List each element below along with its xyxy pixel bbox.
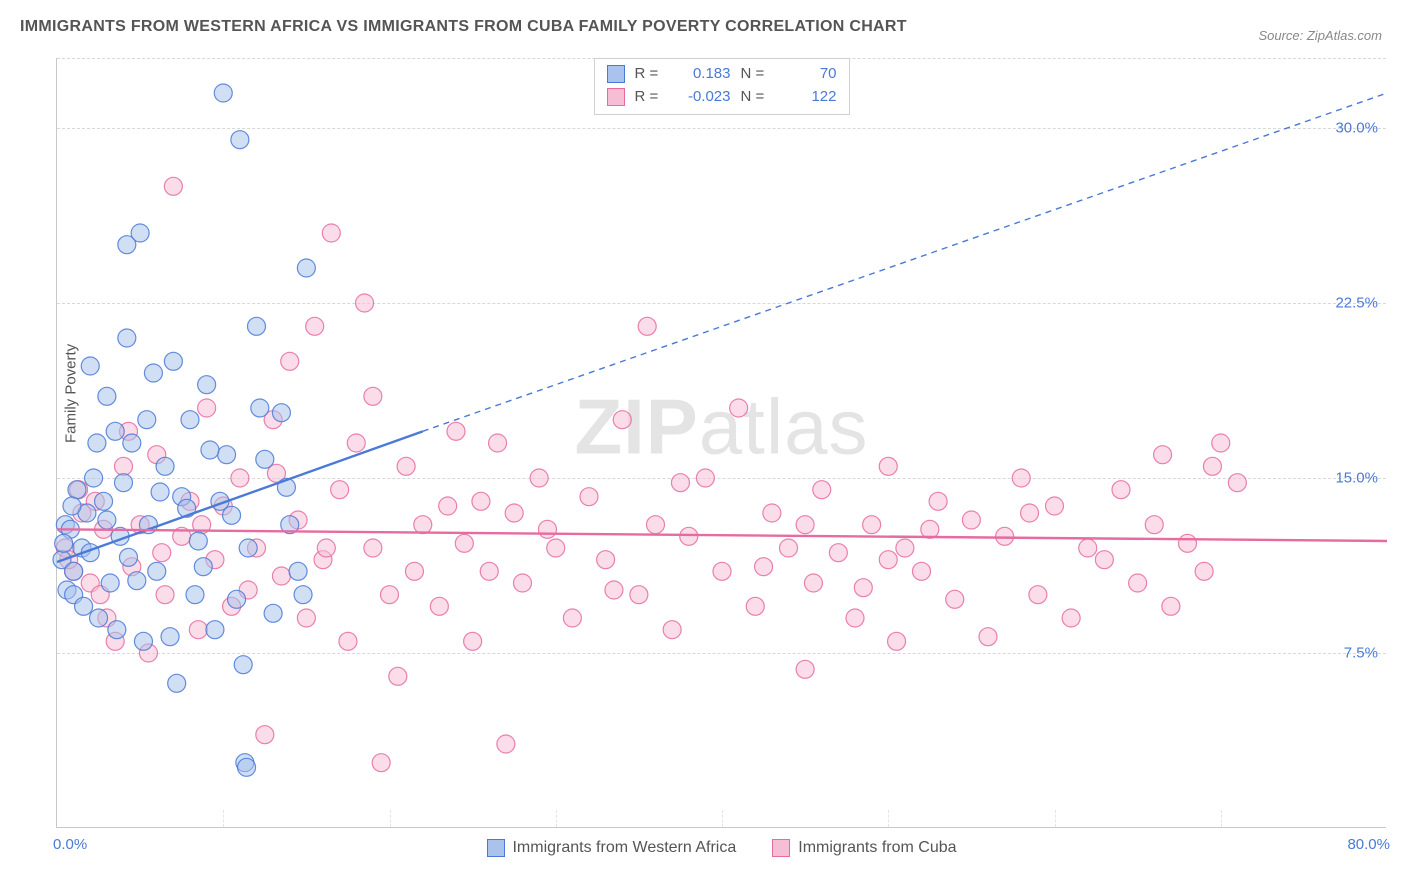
chart-svg: [57, 58, 1386, 827]
source-prefix: Source:: [1258, 28, 1306, 43]
legend-item-0: Immigrants from Western Africa: [486, 839, 736, 857]
legend-swatch-0-icon: [486, 839, 504, 857]
legend-n-label: N =: [741, 86, 771, 109]
legend-r-value-1: -0.023: [675, 86, 731, 109]
legend-r-value-0: 0.183: [675, 63, 731, 86]
legend-r-label: R =: [635, 86, 665, 109]
source-link[interactable]: ZipAtlas.com: [1307, 28, 1382, 43]
legend-row-series-1: R = -0.023 N = 122: [607, 86, 837, 109]
legend-n-label: N =: [741, 63, 771, 86]
chart-title: IMMIGRANTS FROM WESTERN AFRICA VS IMMIGR…: [20, 18, 907, 36]
legend-row-series-0: R = 0.183 N = 70: [607, 63, 837, 86]
legend-swatch-0: [607, 65, 625, 83]
xtick-label: 0.0%: [53, 836, 87, 853]
legend-item-1: Immigrants from Cuba: [772, 839, 956, 857]
legend-label-1: Immigrants from Cuba: [798, 839, 956, 857]
legend-correlation: R = 0.183 N = 70 R = -0.023 N = 122: [594, 58, 850, 115]
legend-r-label: R =: [635, 63, 665, 86]
source-attribution: Source: ZipAtlas.com: [1258, 28, 1382, 43]
legend-swatch-1: [607, 88, 625, 106]
legend-series: Immigrants from Western Africa Immigrant…: [486, 839, 956, 857]
legend-n-value-1: 122: [781, 86, 837, 109]
plot-area: Family Poverty ZIPatlas R = 0.183 N = 70…: [56, 58, 1386, 828]
legend-label-0: Immigrants from Western Africa: [512, 839, 736, 857]
legend-swatch-1-icon: [772, 839, 790, 857]
legend-n-value-0: 70: [781, 63, 837, 86]
xtick-label: 80.0%: [1347, 836, 1390, 853]
